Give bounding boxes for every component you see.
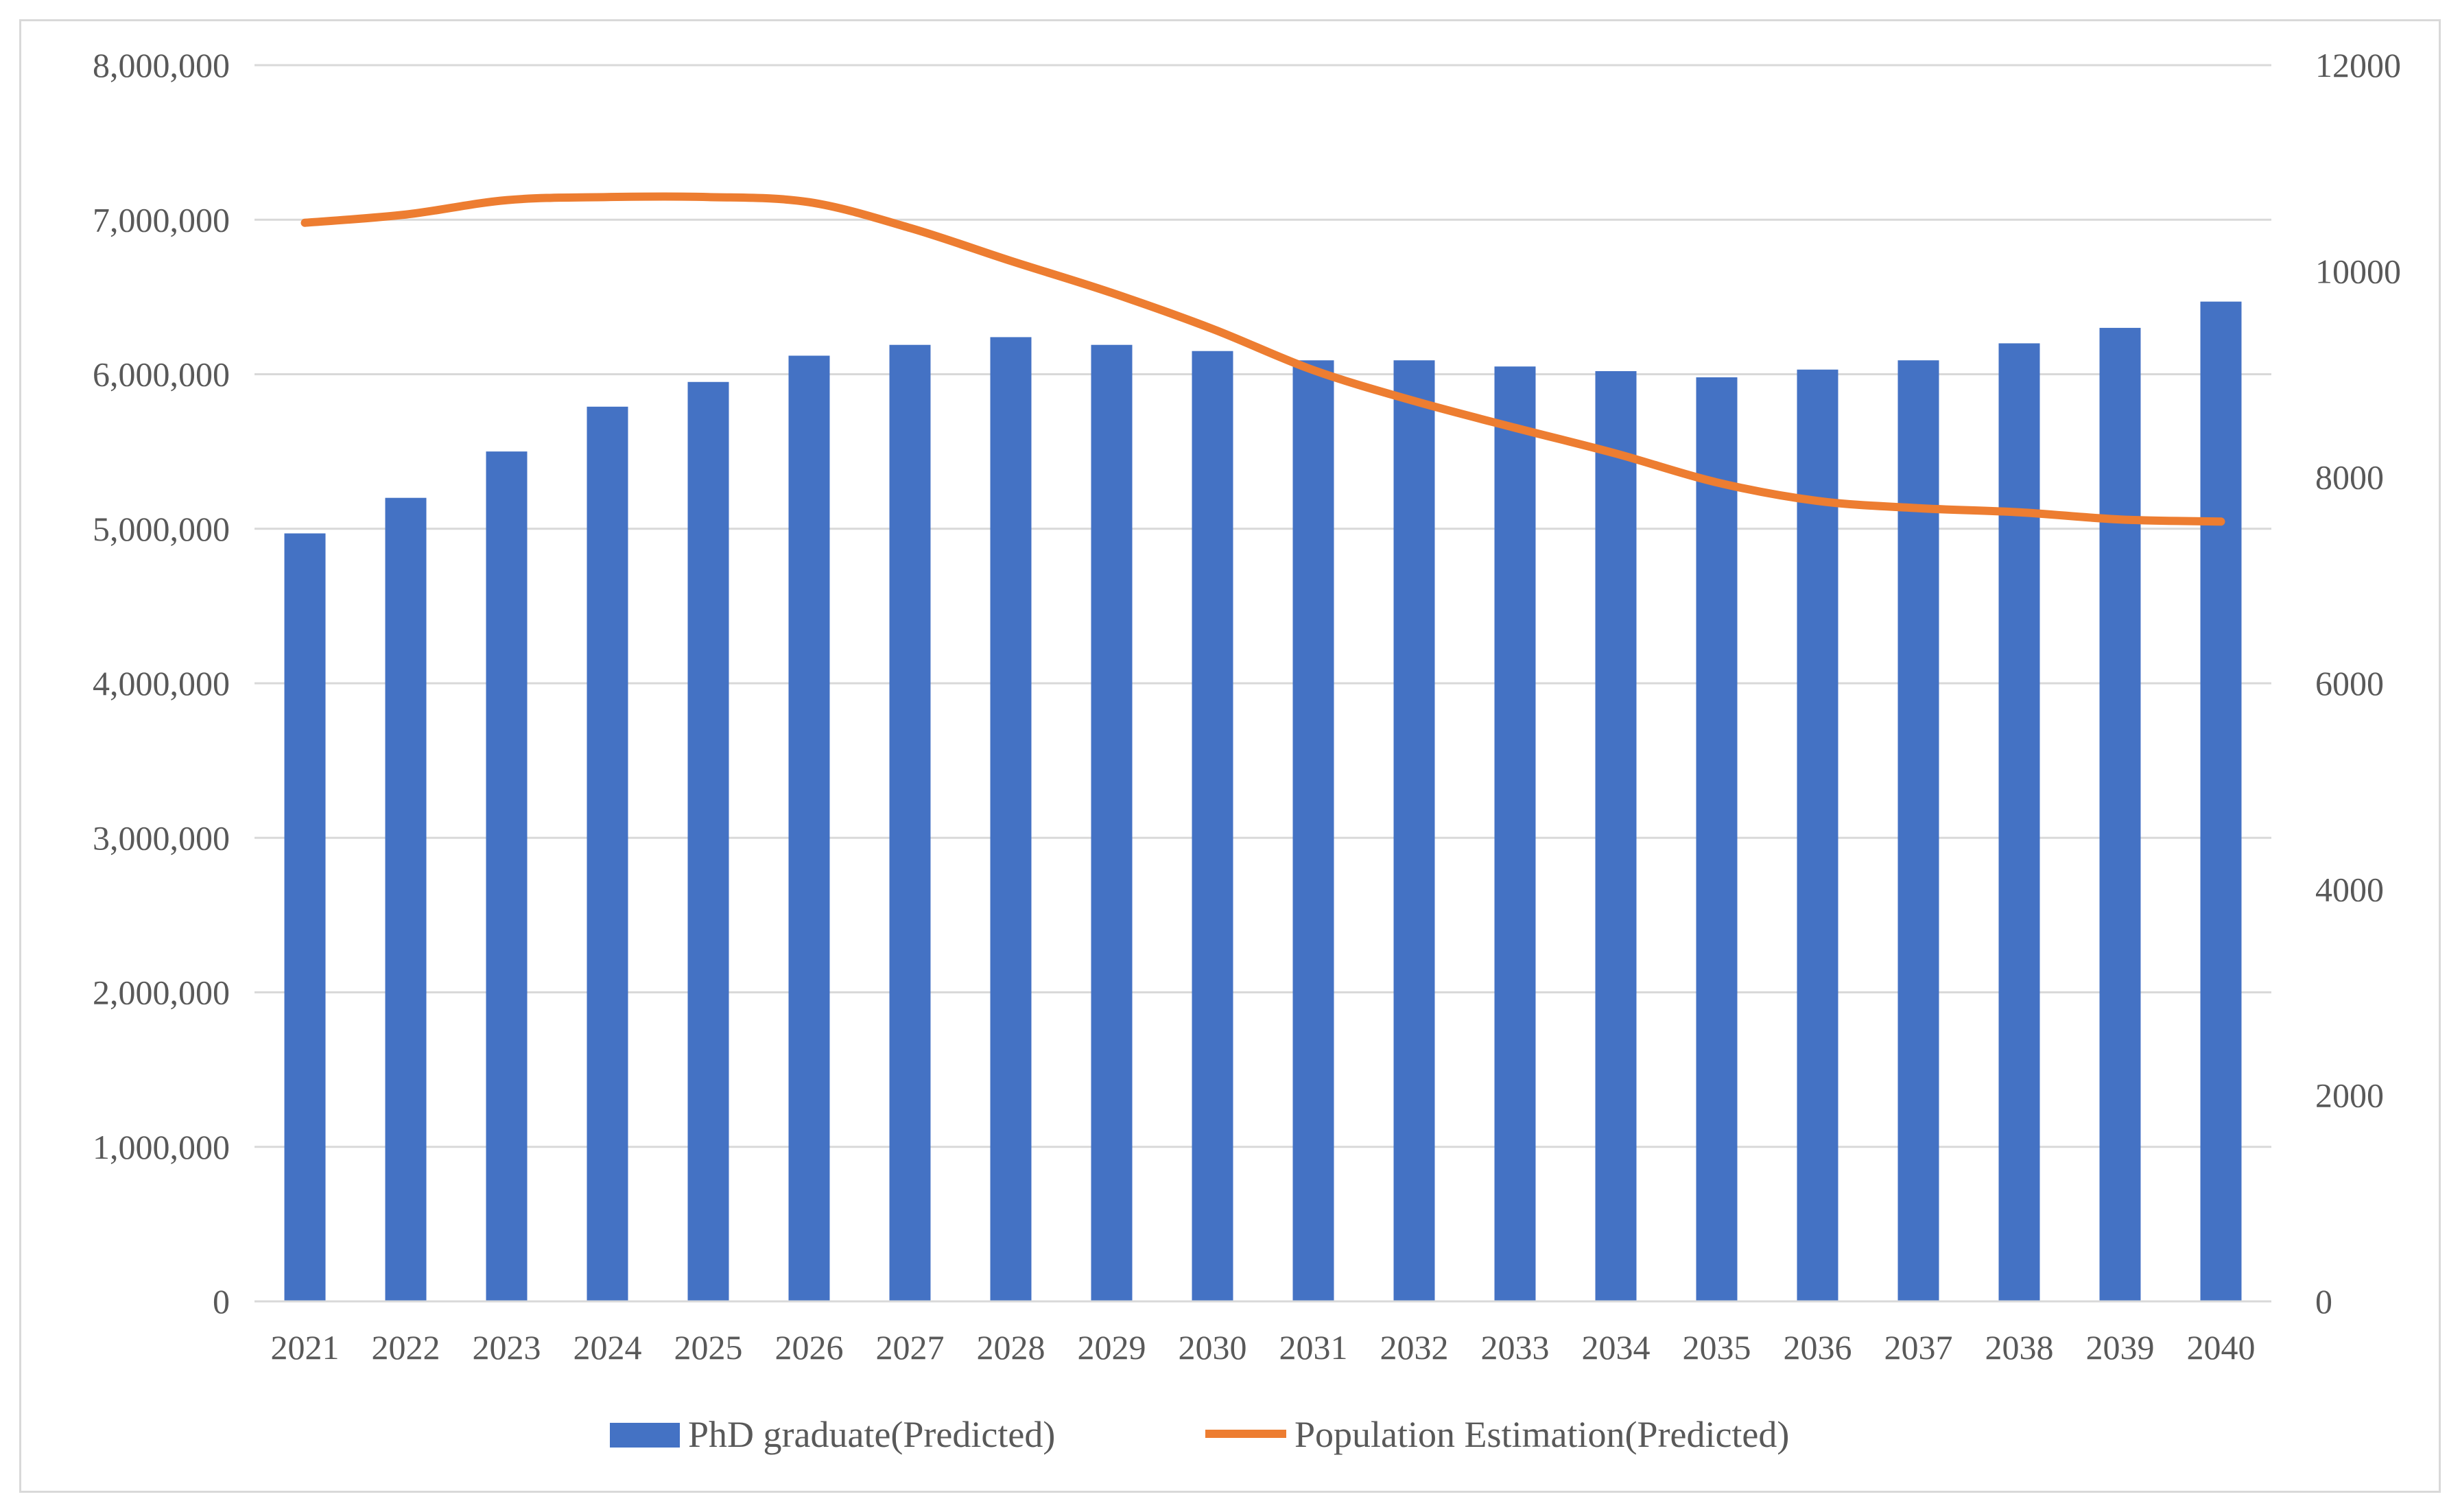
line-point-2036 <box>1817 500 1819 502</box>
x-tick-label: 2034 <box>1582 1328 1651 1367</box>
line-series <box>300 192 2225 526</box>
bar-2026 <box>788 355 830 1301</box>
x-tick-label: 2033 <box>1481 1328 1550 1367</box>
x-tick-label: 2023 <box>473 1328 541 1367</box>
x-tick-label: 2029 <box>1078 1328 1146 1367</box>
bar-2029 <box>1091 344 1133 1301</box>
population-line <box>300 192 2225 526</box>
bar-2027 <box>889 344 931 1301</box>
line-point-2039 <box>2119 519 2121 521</box>
chart-container: 0 1,000,000 2,000,000 3,000,000 4,000,000 5,0… <box>19 19 2441 1493</box>
line-point-2028 <box>1010 260 1012 262</box>
gridlines <box>255 64 2271 1303</box>
line-point-2022 <box>405 213 407 215</box>
x-tick-label: 2032 <box>1380 1328 1449 1367</box>
line-point-2026 <box>808 201 810 203</box>
bar-series <box>284 301 2242 1302</box>
bar-2033 <box>1494 366 1536 1301</box>
x-tick-label: 2040 <box>2187 1328 2256 1367</box>
x-tick-label: 2038 <box>1985 1328 2054 1367</box>
y-left-tick-label: 8,000,000 <box>93 46 230 84</box>
bar-2024 <box>587 406 628 1301</box>
line-point-2027 <box>909 227 911 229</box>
bar-2034 <box>1595 370 1637 1301</box>
y-right-tick-label: 10000 <box>2315 252 2401 290</box>
y-left-tick-label: 0 <box>213 1282 230 1321</box>
x-tick-label: 2022 <box>372 1328 440 1367</box>
bar-2022 <box>385 497 427 1302</box>
x-tick-label: 2028 <box>977 1328 1045 1367</box>
bar-2031 <box>1292 360 1334 1301</box>
legend-label-line: Population Estimation(Predicted) <box>1294 1414 1789 1455</box>
line-point-2029 <box>1111 292 1113 294</box>
line-point-2021 <box>304 222 306 224</box>
legend-label-bars: PhD graduate(Predicted) <box>688 1414 1055 1455</box>
y-right-tick-label: 2000 <box>2315 1076 2384 1115</box>
line-point-2034 <box>1615 453 1617 455</box>
y-left-tick-label: 5,000,000 <box>93 510 230 548</box>
y-left-tick-label: 1,000,000 <box>93 1128 230 1166</box>
line-point-2031 <box>1312 369 1314 371</box>
x-tick-label: 2024 <box>573 1328 642 1367</box>
bar-2025 <box>687 381 729 1302</box>
x-tick-label: 2031 <box>1279 1328 1348 1367</box>
combo-chart: 0 1,000,000 2,000,000 3,000,000 4,000,000 5,0… <box>93 46 2401 1455</box>
bar-2037 <box>1897 360 1939 1301</box>
x-axis: 2021 2022 2023 2024 2025 2026 2027 2028 2029 2030… <box>255 1300 2271 1367</box>
bar-2035 <box>1696 377 1738 1301</box>
y-axis-right: 0 2000 4000 6000 8000 10000 12000 <box>2315 46 2401 1321</box>
legend-item-bars: PhD graduate(Predicted) <box>610 1414 1055 1455</box>
legend-item-line: Population Estimation(Predicted) <box>1205 1414 1789 1455</box>
bar-2040 <box>2200 301 2242 1301</box>
bar-2023 <box>486 451 528 1301</box>
y-left-tick-label: 6,000,000 <box>93 355 230 394</box>
x-tick-label: 2026 <box>775 1328 844 1367</box>
line-point-2023 <box>506 199 508 201</box>
legend-swatch-bar <box>610 1423 680 1448</box>
bar-2039 <box>2099 327 2141 1301</box>
legend: PhD graduate(Predicted) Population Estim… <box>610 1414 1789 1455</box>
y-left-tick-label: 4,000,000 <box>93 664 230 702</box>
x-tick-label: 2027 <box>876 1328 945 1367</box>
line-point-2033 <box>1514 427 1516 429</box>
line-point-2038 <box>2018 511 2020 513</box>
x-tick-label: 2037 <box>1884 1328 1953 1367</box>
x-tick-label: 2025 <box>674 1328 743 1367</box>
y-right-tick-label: 8000 <box>2315 458 2384 497</box>
line-point-2030 <box>1211 328 1214 330</box>
y-right-tick-label: 0 <box>2315 1282 2332 1321</box>
line-point-2035 <box>1716 482 1718 484</box>
y-left-tick-label: 2,000,000 <box>93 973 230 1012</box>
y-right-tick-label: 12000 <box>2315 46 2401 84</box>
x-tick-label: 2039 <box>2086 1328 2155 1367</box>
bar-2030 <box>1192 351 1233 1301</box>
y-axis-left: 0 1,000,000 2,000,000 3,000,000 4,000,000 5,0… <box>93 46 230 1321</box>
x-tick-label: 2030 <box>1179 1328 1247 1367</box>
bar-2021 <box>284 533 326 1301</box>
line-point-2025 <box>707 196 709 198</box>
bar-2032 <box>1393 360 1435 1301</box>
y-left-tick-label: 3,000,000 <box>93 818 230 857</box>
line-point-2037 <box>1917 507 1919 509</box>
line-point-2024 <box>606 196 608 198</box>
y-left-tick-label: 7,000,000 <box>93 200 230 239</box>
bar-2028 <box>990 337 1032 1302</box>
x-tick-label: 2021 <box>271 1328 340 1367</box>
x-tick-label: 2035 <box>1683 1328 1751 1367</box>
bar-2038 <box>1998 343 2040 1302</box>
y-right-tick-label: 4000 <box>2315 870 2384 908</box>
y-right-tick-label: 6000 <box>2315 664 2384 702</box>
bar-2036 <box>1797 369 1838 1302</box>
line-point-2040 <box>2220 521 2222 523</box>
x-tick-label: 2036 <box>1784 1328 1852 1367</box>
line-point-2032 <box>1413 400 1415 402</box>
